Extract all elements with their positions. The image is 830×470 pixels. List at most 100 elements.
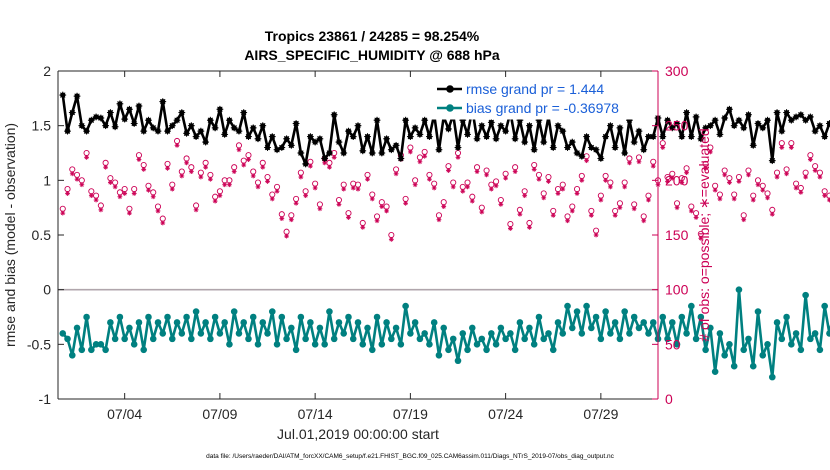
bias-point bbox=[73, 324, 81, 332]
obs-evaluated-point bbox=[731, 196, 737, 202]
bias-point bbox=[421, 330, 428, 337]
rmse-point bbox=[573, 149, 581, 157]
rmse-point bbox=[792, 113, 800, 121]
rmse-point bbox=[735, 116, 743, 124]
obs-possible-point bbox=[754, 177, 762, 184]
bias-point bbox=[735, 286, 743, 293]
bias-point bbox=[821, 302, 828, 310]
rmse-point bbox=[730, 122, 738, 130]
legend: rmse grand pr = 1.444 bias grand pr = -0… bbox=[429, 78, 645, 120]
bias-point bbox=[197, 330, 205, 337]
bias-point bbox=[792, 330, 800, 337]
bias-point bbox=[640, 319, 648, 326]
bias-point bbox=[635, 324, 643, 332]
obs-evaluated-point bbox=[288, 217, 294, 223]
rmse-point bbox=[102, 122, 110, 130]
rmse-point bbox=[326, 149, 333, 157]
bias-point bbox=[526, 324, 533, 332]
rmse-point bbox=[111, 123, 119, 131]
rmse-point bbox=[716, 131, 724, 138]
obs-evaluated-point bbox=[160, 220, 166, 226]
obs-evaluated-point bbox=[493, 183, 499, 189]
bias-point bbox=[788, 341, 795, 348]
rmse-point bbox=[659, 133, 667, 140]
bias-point bbox=[488, 330, 495, 337]
obs-evaluated-point bbox=[365, 176, 370, 182]
bias-point bbox=[607, 330, 614, 337]
rmse-point bbox=[392, 141, 400, 149]
rmse-point bbox=[768, 157, 776, 165]
obs-evaluated-point bbox=[198, 174, 204, 180]
rmse-point bbox=[521, 138, 529, 146]
rmse-point bbox=[502, 127, 510, 135]
bias-point bbox=[383, 319, 390, 326]
bias-point bbox=[521, 335, 528, 343]
obs-evaluated-point bbox=[293, 200, 299, 206]
bias-point bbox=[616, 335, 624, 343]
obs-possible-point bbox=[726, 175, 733, 182]
bias-point bbox=[778, 335, 786, 343]
bias-point bbox=[716, 330, 724, 337]
bias-point bbox=[149, 335, 157, 343]
obs-evaluated-point bbox=[727, 180, 732, 185]
obs-evaluated-point bbox=[246, 157, 251, 162]
bias-point bbox=[111, 335, 119, 343]
bias-point bbox=[745, 335, 752, 343]
bias-point bbox=[292, 346, 300, 354]
rmse-point bbox=[64, 127, 71, 135]
rmse-point bbox=[683, 109, 690, 116]
rmse-point bbox=[206, 116, 214, 124]
rmse-point bbox=[159, 98, 167, 106]
bias-point bbox=[345, 313, 352, 321]
rmse-point bbox=[240, 109, 248, 116]
obs-evaluated-point bbox=[627, 160, 632, 166]
bias-point bbox=[97, 341, 105, 348]
obs-evaluated-point bbox=[79, 182, 85, 188]
bias-point bbox=[626, 330, 633, 337]
rmse-point bbox=[154, 127, 162, 135]
rmse-point bbox=[411, 124, 419, 132]
rmse-point bbox=[578, 152, 586, 160]
rmse-point bbox=[597, 155, 605, 162]
rmse-point bbox=[211, 124, 219, 132]
obs-evaluated-point bbox=[122, 191, 128, 196]
obs-evaluated-point bbox=[422, 153, 428, 159]
rmse-point bbox=[59, 91, 67, 99]
bias-point bbox=[473, 341, 481, 348]
obs-evaluated-point bbox=[431, 185, 437, 191]
rmse-point bbox=[178, 109, 186, 116]
rmse-point bbox=[78, 122, 86, 130]
bias-point bbox=[707, 324, 714, 332]
rmse-point bbox=[811, 127, 819, 135]
obs-evaluated-point bbox=[636, 159, 642, 165]
bias-point bbox=[549, 346, 557, 354]
rmse-point bbox=[359, 147, 367, 155]
bias-line bbox=[61, 288, 830, 379]
bias-point bbox=[297, 313, 305, 321]
bias-point bbox=[288, 324, 295, 332]
rmse-point bbox=[587, 144, 595, 151]
bias-point bbox=[207, 335, 214, 343]
obs-evaluated-point bbox=[236, 147, 242, 153]
rmse-point bbox=[749, 141, 757, 149]
bias-point bbox=[630, 313, 638, 321]
rmse-point bbox=[311, 138, 319, 146]
bias-point bbox=[411, 319, 419, 326]
rmse-point bbox=[497, 122, 505, 130]
obs-evaluated-point bbox=[165, 165, 170, 171]
legend-rmse-label: rmse grand pr = 1.444 bbox=[466, 81, 604, 97]
obs-evaluated-point bbox=[560, 186, 566, 192]
bias-point bbox=[211, 313, 219, 321]
rmse-point bbox=[173, 116, 181, 124]
rmse-point bbox=[387, 146, 395, 154]
obs-evaluated-point bbox=[117, 194, 123, 200]
bias-point bbox=[188, 335, 195, 343]
bias-point bbox=[783, 313, 790, 321]
obs-evaluated-point bbox=[603, 177, 609, 183]
obs-evaluated-point bbox=[269, 196, 275, 202]
obs-evaluated-point bbox=[707, 149, 713, 155]
rmse-point bbox=[816, 122, 824, 130]
bias-point bbox=[568, 324, 576, 332]
rmse-point bbox=[664, 116, 671, 124]
bias-point bbox=[649, 319, 657, 326]
